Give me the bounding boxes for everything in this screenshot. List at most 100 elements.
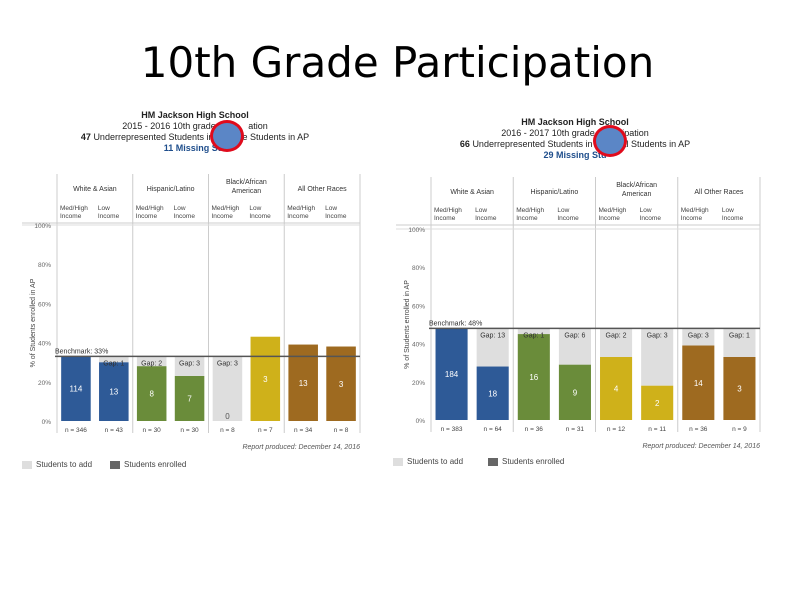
subgroup-header: Med/High [434, 207, 462, 214]
chart-panel-2015: HM Jackson High School 2015 - 2016 10th … [20, 108, 370, 478]
bar-to-add [136, 356, 167, 367]
n-label: n = 64 [484, 426, 503, 433]
n-label: n = 8 [334, 427, 349, 434]
bar-enrolled [682, 345, 715, 420]
subgroup-header: Income [174, 213, 196, 220]
missing-students: 11 Missing Stu [163, 143, 227, 153]
subgroup-header: Income [475, 215, 497, 222]
subgroup-header: Med/High [681, 207, 709, 214]
n-label: n = 8 [220, 427, 235, 434]
subgroup-header: Income [249, 213, 271, 220]
y-tick-label: 80% [38, 262, 51, 269]
legend-label: Students to add [407, 457, 464, 466]
gap-label: Gap: 1 [523, 332, 544, 339]
y-tick-label: 100% [34, 223, 51, 230]
bar-value-label: 3 [737, 384, 742, 393]
group-header: Hispanic/Latino [147, 186, 195, 193]
benchmark-label: Benchmark: 48% [429, 320, 482, 327]
subgroup-header: Income [287, 213, 309, 220]
bar-enrolled [136, 366, 167, 421]
red-circle-redaction-icon [593, 125, 627, 157]
report-produced: Report produced: December 14, 2016 [642, 443, 760, 450]
bar-value-label: 13 [109, 388, 118, 397]
bar-value-label: 4 [614, 384, 619, 393]
report-produced: Report produced: December 14, 2016 [242, 444, 360, 451]
bar-value-label: 3 [263, 375, 268, 384]
gap-label: Gap: 3 [647, 332, 668, 339]
bar-to-add [476, 328, 509, 367]
bar-chart-2015: White & AsianMed/HighIncomeLowIncomeHisp… [22, 174, 361, 451]
subgroup-header: Low [640, 207, 652, 214]
gap-label: Gap: 6 [564, 332, 585, 339]
n-label: n = 30 [180, 427, 199, 434]
n-label: n = 383 [441, 426, 463, 433]
bar-value-label: 2 [655, 399, 660, 408]
subgroup-header: Income [60, 213, 82, 220]
subgroup-header: Med/High [287, 205, 315, 212]
legend-swatch-enrolled [488, 457, 498, 466]
legend-swatch-to-add [393, 457, 403, 466]
n-label: n = 36 [689, 426, 708, 433]
subgroup-header: Income [557, 215, 579, 222]
group-header: Black/African [226, 179, 267, 186]
group-header: Black/African [616, 182, 657, 189]
subgroup-header: Med/High [136, 205, 164, 212]
bar-to-add [174, 356, 205, 376]
bar-enrolled [641, 385, 674, 420]
bar-to-add [682, 328, 715, 346]
n-label: n = 31 [566, 426, 585, 433]
bar-enrolled [99, 362, 129, 421]
n-label: n = 11 [648, 426, 666, 433]
benchmark-label: Benchmark: 33% [55, 348, 108, 355]
subgroup-header: Low [475, 207, 487, 214]
gap-label: Gap: 13 [480, 332, 505, 339]
group-header: White & Asian [73, 186, 117, 193]
subgroup-header: Med/High [212, 205, 240, 212]
bar-chart-2016: White & AsianMed/HighIncomeLowIncomeHisp… [396, 177, 761, 450]
subgroup-header: Low [174, 205, 186, 212]
subgroup-header: Med/High [516, 207, 544, 214]
n-label: n = 9 [732, 426, 747, 433]
bar-value-label: 14 [694, 379, 703, 388]
bar-enrolled [558, 364, 591, 420]
y-tick-label: 0% [416, 418, 426, 425]
missing-students: 29 Missing Stu [543, 150, 607, 160]
gap-label: Gap: 1 [103, 360, 124, 367]
bar-value-label: 114 [70, 385, 83, 394]
bar-value-label: 7 [187, 394, 192, 403]
slide-title: 10th Grade Participation [140, 38, 655, 87]
legend-label: Students enrolled [124, 460, 187, 469]
subgroup-header: Income [136, 213, 158, 220]
group-header: American [232, 188, 262, 195]
bar-value-label: 0 [225, 412, 230, 421]
legend-swatch-to-add [22, 460, 32, 469]
underrep-summary: 66 Underrepresented Students in AP tal S… [459, 139, 691, 149]
bar-value-label: 8 [149, 390, 154, 399]
group-header: All Other Races [694, 189, 744, 196]
y-tick-label: 40% [38, 341, 51, 348]
subgroup-header: Income [640, 215, 662, 222]
y-tick-label: 60% [412, 303, 425, 310]
group-header: White & Asian [450, 189, 494, 196]
y-tick-label: 20% [38, 380, 51, 387]
y-tick-label: 20% [412, 380, 425, 387]
bar-enrolled [600, 356, 633, 420]
n-label: n = 34 [294, 427, 313, 434]
bar-to-add [517, 328, 550, 335]
gap-label: Gap: 3 [688, 332, 709, 339]
bar-to-add [600, 328, 633, 357]
legend-item-to-add: Students to add [393, 457, 463, 466]
subgroup-header: Med/High [599, 207, 627, 214]
bar-to-add [99, 356, 129, 363]
gap-label: Gap: 3 [179, 360, 200, 367]
n-label: n = 346 [65, 427, 87, 434]
bar-to-add [558, 328, 591, 365]
group-header: All Other Races [298, 186, 348, 193]
bar-enrolled [476, 366, 509, 420]
subgroup-header: Low [98, 205, 110, 212]
bar-enrolled [174, 375, 205, 421]
subgroup-header: Income [722, 215, 744, 222]
bar-enrolled [61, 356, 91, 421]
subgroup-header: Income [516, 215, 538, 222]
bar-to-add [641, 328, 674, 386]
